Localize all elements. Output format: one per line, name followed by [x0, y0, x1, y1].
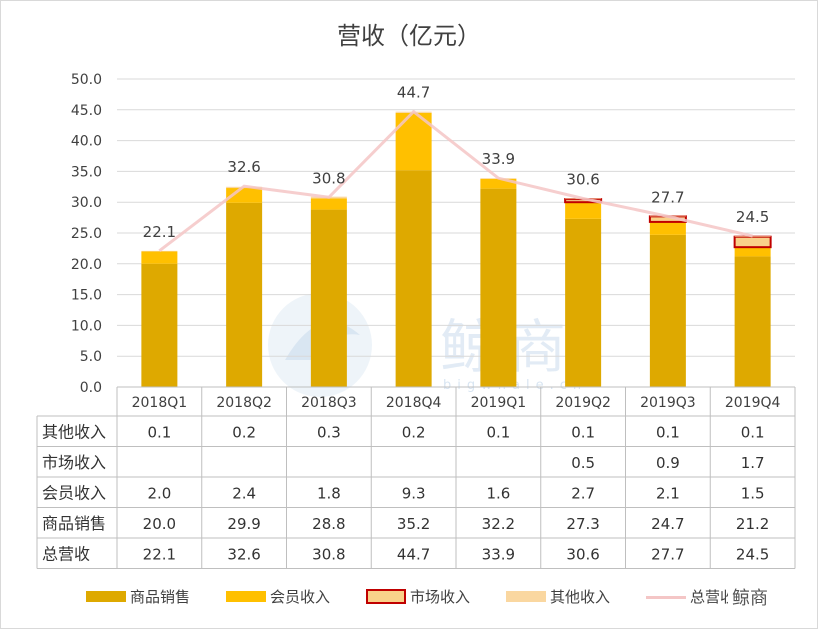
bar-market	[733, 235, 772, 249]
bar-goods	[565, 218, 602, 387]
bar-member	[480, 178, 517, 189]
total-data-label: 32.6	[227, 158, 260, 176]
total-data-label: 30.6	[566, 171, 599, 189]
y-tick-label: 25.0	[71, 226, 102, 242]
total-data-label: 33.9	[482, 150, 515, 168]
chart-title: 营收（亿元）	[337, 22, 481, 50]
legend-swatch-market	[366, 589, 406, 604]
x-category-label: 2018Q2	[216, 395, 272, 411]
table-cell: 0.1	[656, 423, 680, 441]
y-tick-label: 35.0	[71, 164, 102, 180]
x-category-label: 2019Q4	[725, 395, 781, 411]
table-cell: 0.9	[656, 454, 680, 472]
bar-goods	[649, 234, 686, 387]
legend-swatch-other	[506, 591, 546, 602]
y-tick-label: 45.0	[71, 103, 102, 119]
legend-label-member: 会员收入	[270, 588, 331, 606]
table-cell: 22.1	[143, 545, 176, 563]
table-cell: 1.8	[317, 484, 341, 502]
table-cell: 0.1	[147, 423, 171, 441]
brand-watermark: 鲸商	[728, 582, 772, 612]
table-cell: 32.2	[482, 515, 515, 533]
table-cell: 1.7	[741, 454, 765, 472]
table-cell: 0.1	[571, 423, 595, 441]
table-cell: 9.3	[402, 484, 426, 502]
x-category-label: 2018Q3	[301, 395, 357, 411]
table-cell: 24.7	[651, 515, 684, 533]
table-cell: 2.4	[232, 484, 256, 502]
x-category-label: 2019Q2	[555, 395, 611, 411]
total-revenue-line	[158, 109, 753, 253]
table-cell: 33.9	[482, 545, 515, 563]
x-category-label: 2019Q3	[640, 395, 696, 411]
y-tick-label: 30.0	[71, 195, 102, 211]
bar-goods	[310, 209, 347, 387]
table-cell: 2.1	[656, 484, 680, 502]
total-data-label: 27.7	[651, 188, 684, 206]
table-cell: 27.7	[651, 545, 684, 563]
y-tick-label: 15.0	[71, 288, 102, 304]
bar-goods	[734, 256, 771, 387]
legend: 商品销售 会员收入 市场收入 其他收入 总营收	[86, 586, 806, 610]
total-data-label: 22.1	[143, 223, 176, 241]
y-tick-label: 40.0	[71, 134, 102, 150]
table-row-label: 总营收	[42, 544, 90, 563]
y-tick-label: 50.0	[71, 72, 102, 88]
legend-swatch-total	[646, 596, 686, 599]
total-data-label: 24.5	[736, 208, 769, 226]
table-row-label: 会员收入	[42, 483, 106, 502]
legend-label-goods: 商品销售	[130, 588, 191, 606]
table-cell: 21.2	[736, 515, 769, 533]
total-data-label: 44.7	[397, 84, 430, 102]
y-tick-label: 5.0	[80, 349, 102, 365]
y-tick-label: 20.0	[71, 257, 102, 273]
total-data-label: 30.8	[312, 169, 345, 187]
table-cell: 0.3	[317, 423, 341, 441]
table-cell: 2.7	[571, 484, 595, 502]
legend-label-market: 市场收入	[410, 588, 471, 606]
table-cell: 30.8	[312, 545, 345, 563]
bar-member	[565, 202, 602, 219]
table-cell: 1.6	[486, 484, 510, 502]
table-cell: 20.0	[143, 515, 176, 533]
bar-goods	[395, 170, 432, 387]
x-category-label: 2018Q1	[132, 395, 188, 411]
bar-goods	[141, 263, 178, 387]
legend-label-total: 总营收	[690, 588, 736, 606]
table-cell: 0.1	[741, 423, 765, 441]
legend-label-other: 其他收入	[550, 588, 611, 606]
table-cell: 0.5	[571, 454, 595, 472]
table-cell: 0.2	[402, 423, 426, 441]
table-row-label: 其他收入	[42, 422, 106, 441]
table-row-label: 商品销售	[42, 514, 106, 533]
table-cell: 28.8	[312, 515, 345, 533]
bar-goods	[226, 202, 263, 387]
bar-other	[734, 236, 771, 237]
table-cell: 29.9	[227, 515, 260, 533]
table-cell: 27.3	[566, 515, 599, 533]
y-tick-label: 10.0	[71, 318, 102, 334]
x-category-label: 2018Q4	[386, 395, 442, 411]
table-cell: 1.5	[741, 484, 765, 502]
table-cell: 30.6	[566, 545, 599, 563]
table-cell: 35.2	[397, 515, 430, 533]
bar-member	[310, 198, 347, 210]
x-category-label: 2019Q1	[471, 395, 527, 411]
table-row-label: 市场收入	[42, 453, 106, 472]
legend-swatch-member	[226, 591, 266, 602]
table-cell: 24.5	[736, 545, 769, 563]
legend-swatch-goods	[86, 591, 126, 602]
bar-goods	[480, 188, 517, 387]
bar-member	[649, 221, 686, 235]
bar-member	[141, 251, 178, 264]
bar-other	[141, 250, 178, 252]
bar-member	[734, 247, 771, 257]
table-cell: 0.2	[232, 423, 256, 441]
table-cell: 0.1	[486, 423, 510, 441]
y-tick-label: 0.0	[80, 380, 102, 396]
table-cell: 32.6	[227, 545, 260, 563]
table-cell: 2.0	[147, 484, 171, 502]
table-cell: 44.7	[397, 545, 430, 563]
